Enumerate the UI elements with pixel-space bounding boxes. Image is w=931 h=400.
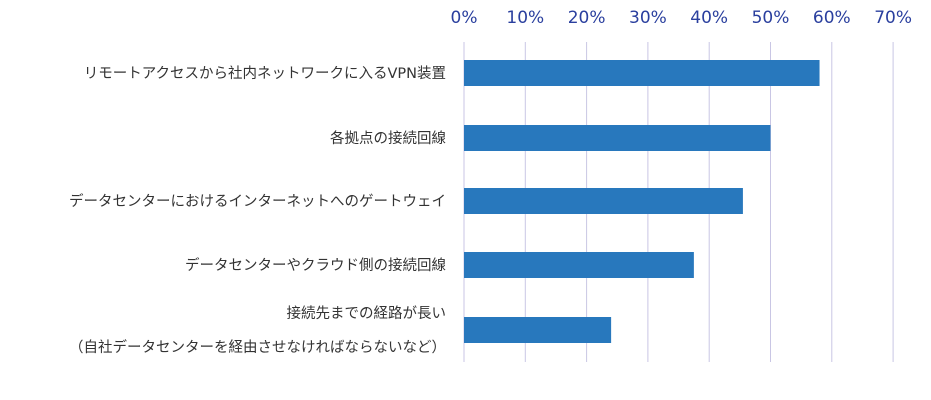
bars xyxy=(464,60,820,343)
x-tick-label: 0% xyxy=(451,8,478,28)
x-tick-label: 10% xyxy=(506,8,544,28)
x-tick-label: 30% xyxy=(629,8,667,28)
category-label: 接続先までの経路が長い xyxy=(287,305,447,322)
x-tick-label: 50% xyxy=(752,8,790,28)
category-labels: リモートアクセスから社内ネットワークに入るVPN装置各拠点の接続回線データセンタ… xyxy=(69,65,446,356)
bar xyxy=(464,125,771,151)
bar xyxy=(464,60,820,86)
bar xyxy=(464,188,743,214)
x-tick-label: 40% xyxy=(690,8,728,28)
category-label: （自社データセンターを経由させなければならないなど） xyxy=(69,338,446,356)
x-tick-label: 60% xyxy=(813,8,851,28)
category-label: リモートアクセスから社内ネットワークに入るVPN装置 xyxy=(84,65,446,82)
x-tick-label: 20% xyxy=(568,8,606,28)
x-tick-label: 70% xyxy=(874,8,912,28)
category-label: 各拠点の接続回線 xyxy=(330,130,446,147)
x-axis-tick-labels: 0% 10% 20% 30% 40% 50% 60% 70% xyxy=(451,8,912,28)
bar xyxy=(464,317,612,343)
category-label: データセンターにおけるインターネットへのゲートウェイ xyxy=(69,192,446,210)
bar xyxy=(464,252,694,278)
category-label: データセンターやクラウド側の接続回線 xyxy=(185,256,446,274)
